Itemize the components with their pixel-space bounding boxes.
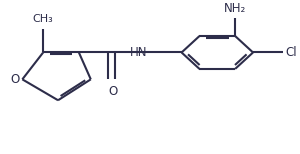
Text: NH₂: NH₂ [224, 2, 246, 15]
Text: O: O [109, 85, 118, 98]
Text: O: O [10, 73, 19, 86]
Text: CH₃: CH₃ [33, 14, 53, 24]
Text: Cl: Cl [286, 46, 297, 59]
Text: HN: HN [130, 46, 147, 59]
